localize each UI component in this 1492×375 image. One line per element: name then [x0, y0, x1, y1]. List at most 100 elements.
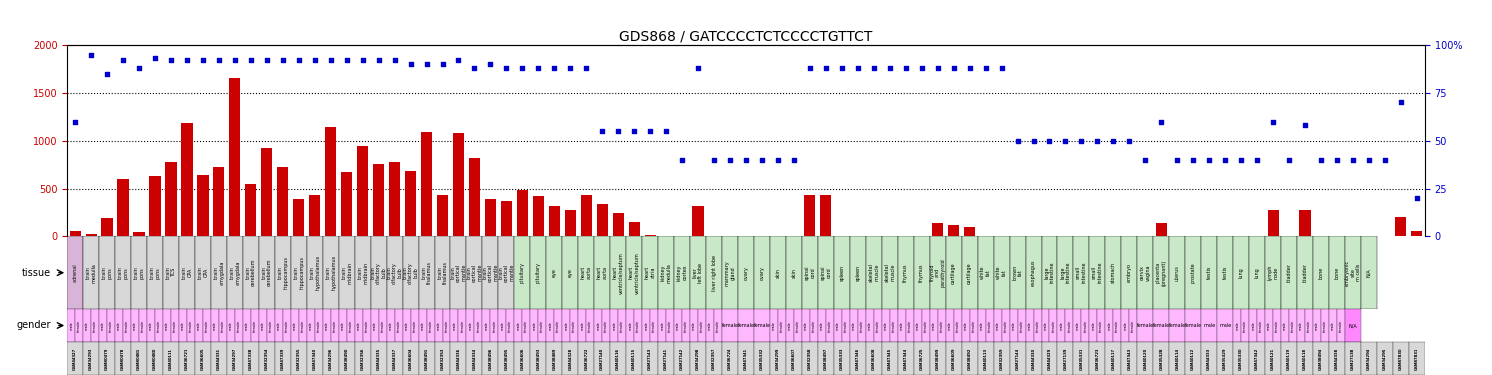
Text: GSM35330: GSM35330	[1240, 347, 1243, 370]
Text: GSM34297: GSM34297	[233, 347, 237, 370]
FancyBboxPatch shape	[610, 236, 627, 309]
Text: brown
fat: brown fat	[1012, 265, 1024, 280]
Text: GSM36722: GSM36722	[585, 347, 588, 370]
Point	[494, 65, 518, 71]
Text: male: male	[1203, 323, 1216, 328]
Text: GSM36607: GSM36607	[792, 347, 795, 370]
Bar	[1411, 231, 1422, 236]
FancyBboxPatch shape	[898, 342, 913, 375]
Text: GSM44329: GSM44329	[1047, 347, 1052, 370]
Text: GSM32356: GSM32356	[361, 347, 364, 370]
Text: male: male	[309, 321, 313, 330]
Text: male: male	[325, 321, 328, 330]
FancyBboxPatch shape	[930, 309, 937, 342]
Point	[286, 57, 310, 63]
FancyBboxPatch shape	[195, 236, 210, 309]
Text: brain
cortical
mantle: brain cortical mantle	[466, 264, 483, 282]
Point	[239, 57, 263, 63]
FancyBboxPatch shape	[1089, 309, 1098, 342]
Bar	[182, 123, 192, 236]
Point	[765, 157, 789, 163]
Text: female: female	[1052, 320, 1055, 332]
FancyBboxPatch shape	[283, 309, 291, 342]
Text: GSM47344: GSM47344	[904, 347, 907, 370]
Text: male: male	[181, 321, 185, 330]
Text: female: female	[1338, 320, 1343, 332]
Text: female: female	[1243, 320, 1247, 332]
FancyBboxPatch shape	[1265, 309, 1273, 342]
Text: brain
TCS: brain TCS	[166, 266, 176, 279]
FancyBboxPatch shape	[179, 309, 186, 342]
Text: male: male	[452, 321, 457, 330]
Bar	[421, 132, 433, 236]
Text: female: female	[189, 320, 192, 332]
Text: GSM36609: GSM36609	[952, 347, 956, 370]
Point	[703, 157, 727, 163]
Text: female: female	[907, 320, 912, 332]
Bar	[580, 195, 592, 236]
Text: brain
medulla: brain medulla	[85, 263, 97, 283]
Text: large
intestine: large intestine	[1044, 262, 1055, 284]
Bar	[533, 196, 545, 236]
FancyBboxPatch shape	[634, 309, 642, 342]
Text: GSM35333: GSM35333	[840, 347, 844, 370]
Text: GSM47339: GSM47339	[280, 347, 285, 370]
Text: GSM40113: GSM40113	[983, 347, 988, 370]
FancyBboxPatch shape	[1122, 342, 1137, 375]
FancyBboxPatch shape	[1106, 236, 1122, 309]
FancyBboxPatch shape	[642, 309, 651, 342]
Point	[1213, 157, 1237, 163]
Text: GSM47341: GSM47341	[745, 347, 747, 370]
FancyBboxPatch shape	[627, 236, 642, 309]
Text: GSM87830: GSM87830	[1399, 347, 1402, 370]
Text: female: female	[476, 320, 480, 332]
Text: brain
CPA: brain CPA	[197, 266, 209, 279]
Text: bladder: bladder	[1286, 263, 1292, 282]
FancyBboxPatch shape	[850, 236, 865, 309]
Text: GSM32353: GSM32353	[440, 347, 445, 370]
FancyBboxPatch shape	[331, 309, 339, 342]
Text: GSM27139: GSM27139	[1064, 347, 1067, 370]
FancyBboxPatch shape	[75, 309, 84, 342]
FancyBboxPatch shape	[115, 309, 122, 342]
Text: GSM44331: GSM44331	[216, 347, 221, 370]
Bar	[1395, 217, 1407, 236]
Text: GSM44330: GSM44330	[1031, 347, 1035, 370]
Text: heart
atria: heart atria	[645, 266, 655, 279]
FancyBboxPatch shape	[913, 309, 922, 342]
Text: brain
hippocampus: brain hippocampus	[294, 256, 304, 289]
Text: GSM44334: GSM44334	[473, 347, 476, 370]
FancyBboxPatch shape	[307, 309, 315, 342]
Text: male: male	[628, 321, 633, 330]
Text: brain
hypothalamus: brain hypothalamus	[309, 255, 321, 290]
FancyBboxPatch shape	[753, 342, 770, 375]
FancyBboxPatch shape	[258, 309, 267, 342]
FancyBboxPatch shape	[698, 309, 706, 342]
FancyBboxPatch shape	[1265, 342, 1282, 375]
Text: GSM44335: GSM44335	[376, 347, 380, 370]
FancyBboxPatch shape	[1122, 236, 1137, 309]
Text: male: male	[373, 321, 376, 330]
FancyBboxPatch shape	[394, 309, 403, 342]
FancyBboxPatch shape	[706, 236, 722, 309]
Text: male: male	[788, 321, 792, 330]
Text: adrenal: adrenal	[73, 263, 78, 282]
FancyBboxPatch shape	[1306, 309, 1313, 342]
Text: GSM38490: GSM38490	[345, 347, 349, 370]
FancyBboxPatch shape	[834, 342, 850, 375]
FancyBboxPatch shape	[1329, 309, 1337, 342]
Text: thymus: thymus	[903, 264, 909, 282]
Text: GSM38492: GSM38492	[968, 347, 971, 370]
Text: GSM36725: GSM36725	[919, 347, 924, 370]
Text: female: female	[573, 320, 576, 332]
FancyBboxPatch shape	[610, 342, 627, 375]
FancyBboxPatch shape	[386, 236, 403, 309]
FancyBboxPatch shape	[251, 309, 258, 342]
Text: GSM36724: GSM36724	[728, 347, 733, 370]
FancyBboxPatch shape	[131, 309, 139, 342]
Point	[1294, 122, 1317, 128]
FancyBboxPatch shape	[84, 342, 98, 375]
FancyBboxPatch shape	[579, 309, 586, 342]
Text: female: female	[1131, 320, 1135, 332]
FancyBboxPatch shape	[1106, 309, 1113, 342]
